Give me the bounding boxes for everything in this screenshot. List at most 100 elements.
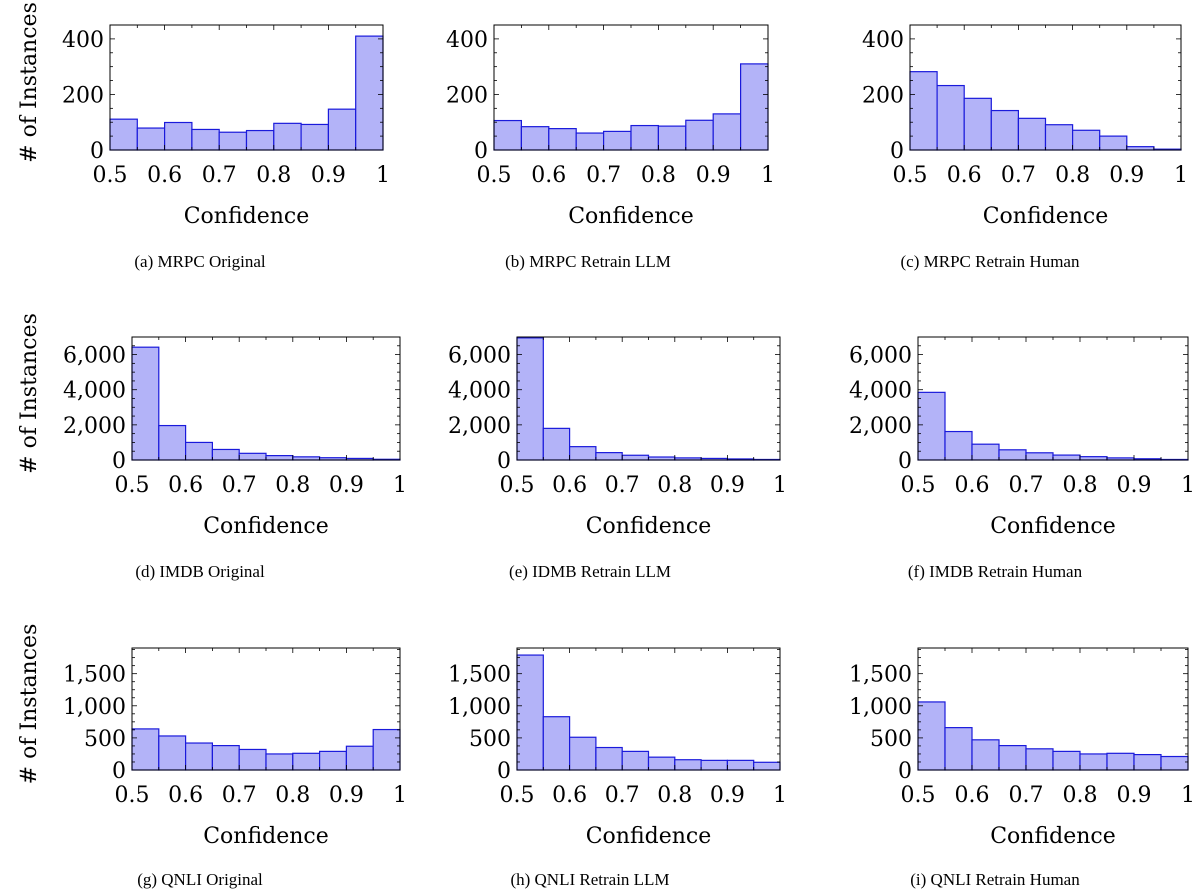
histogram-bar	[936, 84, 965, 151]
x-tick-label: 0.9	[696, 163, 731, 188]
x-tick-label: 0.7	[1001, 163, 1036, 188]
x-tick-label: 0.8	[657, 473, 692, 498]
chart-panel-3: 0.5 0.6 0.7 0.8 0.9 1 0 200 400 Confidence (c) MRP…	[862, 24, 1188, 271]
histogram-bar	[520, 126, 550, 151]
histogram-bar	[158, 424, 187, 461]
y-tick-label: 1,500	[849, 663, 912, 688]
histogram-bar	[516, 654, 544, 771]
histogram-bar	[998, 744, 1027, 771]
histogram-bar	[136, 127, 166, 151]
chart-panel-2: 0.5 0.6 0.7 0.8 0.9 1 0 200 400 Confidence (b) MRP…	[446, 24, 775, 271]
histogram-bar	[185, 441, 214, 461]
chart-panel-5: 0.5 0.6 0.7 0.8 0.9 1 0 2,000 4,000 6,000 Confiden…	[448, 336, 787, 581]
x-tick-label: 0.7	[586, 163, 621, 188]
x-tick-label: 0.8	[256, 163, 291, 188]
x-tick-label: 0.5	[477, 163, 512, 188]
histogram-bar	[238, 748, 267, 771]
x-tick-label: 1	[393, 473, 407, 498]
x-axis-title: Confidence	[568, 204, 694, 229]
y-tick-label: 0	[497, 759, 511, 784]
y-tick-label: 200	[62, 83, 104, 108]
subfigure-caption: (c) MRPC Retrain Human	[901, 252, 1080, 271]
histogram-bar	[1017, 117, 1047, 151]
histogram-bar	[1079, 456, 1108, 461]
histogram-bar	[700, 759, 728, 771]
histogram-bar	[568, 446, 597, 461]
x-tick-label: 0.9	[329, 473, 364, 498]
y-tick-label: 2,000	[448, 414, 511, 439]
x-axis-title: Confidence	[184, 204, 310, 229]
histogram-bar	[245, 129, 275, 151]
y-tick-label: 0	[112, 759, 126, 784]
y-tick-label: 2,000	[849, 414, 912, 439]
y-tick-label: 500	[870, 727, 912, 752]
histogram-bar	[1052, 750, 1081, 771]
histogram-bar	[218, 131, 248, 151]
y-tick-label: 1,000	[849, 695, 912, 720]
histogram-bar	[493, 119, 522, 151]
subfigure-caption: (b) MRPC Retrain LLM	[505, 252, 671, 271]
histogram-bar	[917, 391, 946, 461]
x-axis-title: Confidence	[990, 824, 1116, 849]
y-tick-label: 1,000	[63, 695, 126, 720]
subfigure-caption: (h) QNLI Retrain LLM	[510, 870, 669, 889]
x-tick-label: 0.5	[500, 473, 535, 498]
histogram-bar	[158, 735, 187, 771]
chart-panel-6: 0.5 0.6 0.7 0.8 0.9 1 0 2,000 4,000 6,000 Confiden…	[849, 336, 1195, 581]
histogram-bar	[1106, 752, 1135, 771]
histogram-bar	[191, 128, 220, 151]
y-tick-label: 200	[446, 83, 488, 108]
histogram-bar	[1044, 124, 1074, 151]
histogram-bar	[211, 744, 240, 771]
x-tick-label: 1	[773, 473, 787, 498]
histogram-bar	[1025, 452, 1054, 461]
x-tick-label: 1	[1181, 473, 1195, 498]
x-tick-label: 0.9	[1117, 473, 1152, 498]
histogram-bar	[1160, 755, 1189, 771]
histogram-bar	[739, 63, 769, 151]
x-tick-label: 0.5	[115, 473, 150, 498]
x-tick-label: 0.6	[147, 163, 182, 188]
histogram-bar	[131, 728, 160, 771]
histogram-bar	[542, 716, 571, 771]
subfigure-caption: (f) IMDB Retrain Human	[908, 562, 1083, 581]
x-axis-title: Confidence	[586, 514, 712, 539]
histogram-bar	[265, 455, 294, 461]
x-tick-label: 0.7	[605, 473, 640, 498]
y-tick-label: 0	[474, 139, 488, 164]
x-tick-label: 0.7	[202, 163, 237, 188]
histogram-bar	[355, 35, 384, 151]
histogram-bar	[568, 736, 597, 771]
histogram-bar	[1025, 748, 1054, 771]
histogram-bar	[657, 125, 687, 151]
x-tick-label: 0.6	[168, 473, 203, 498]
y-tick-label: 4,000	[849, 379, 912, 404]
x-tick-label: 1	[1174, 163, 1188, 188]
histogram-bar	[345, 745, 374, 771]
x-tick-label: 0.9	[329, 783, 364, 808]
histogram-bar	[265, 753, 294, 771]
x-tick-label: 0.6	[168, 783, 203, 808]
x-tick-label: 0.6	[552, 473, 587, 498]
x-tick-label: 0.8	[641, 163, 676, 188]
x-tick-label: 0.7	[1009, 783, 1044, 808]
x-axis-title: Confidence	[586, 824, 712, 849]
histogram-bar	[674, 759, 702, 771]
histogram-bar	[516, 337, 544, 461]
y-tick-label: 0	[898, 449, 912, 474]
histogram-bar	[372, 728, 401, 771]
y-tick-label: 500	[469, 727, 511, 752]
x-tick-label: 0.8	[275, 473, 310, 498]
y-tick-label: 400	[862, 28, 904, 53]
histogram-bar	[944, 430, 973, 461]
subfigure-caption: (e) IDMB Retrain LLM	[509, 562, 671, 581]
y-axis-title: # of Instances	[17, 2, 42, 163]
histogram-bar	[131, 346, 160, 461]
histogram-bar	[1099, 135, 1128, 151]
x-tick-label: 0.8	[275, 783, 310, 808]
histogram-bar	[1071, 129, 1101, 151]
histogram-bar	[602, 130, 632, 151]
x-tick-label: 0.5	[93, 163, 128, 188]
y-tick-label: 400	[446, 28, 488, 53]
y-tick-label: 0	[112, 449, 126, 474]
